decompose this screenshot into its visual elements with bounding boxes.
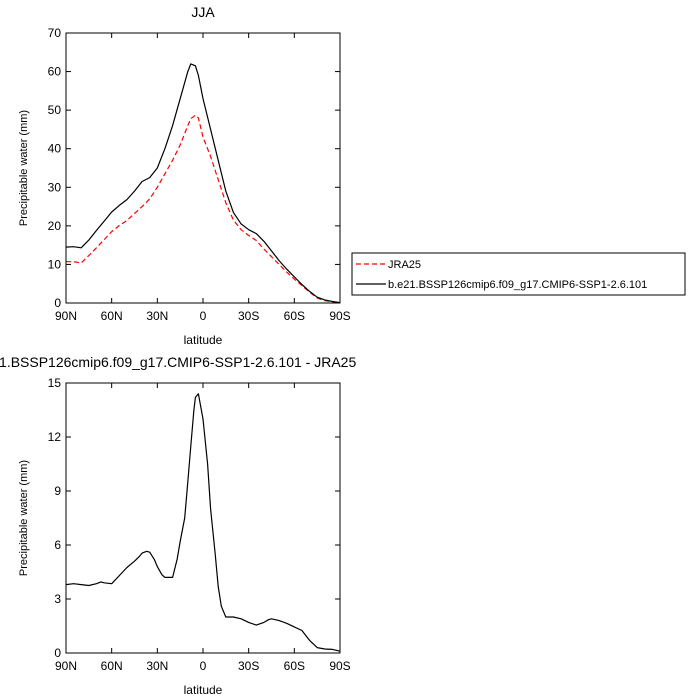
legend-label-model: b.e21.BSSP126cmip6.f09_g17.CMIP6-SSP1-2.… — [388, 279, 647, 291]
x-tick-label-top-4: 30S — [238, 309, 259, 323]
y-tick-label-top-7: 70 — [48, 26, 62, 40]
x-tick-label-bottom-4: 30S — [238, 659, 259, 673]
y-tick-label-top-4: 40 — [48, 142, 62, 156]
series-line-bottom-0 — [65, 393, 341, 652]
x-tick-label-top-2: 30N — [146, 309, 168, 323]
x-tick-label-bottom-2: 30N — [146, 659, 168, 673]
x-tick-label-bottom-6: 90S — [329, 659, 350, 673]
x-tick-label-bottom-0: 90N — [55, 659, 77, 673]
x-tick-label-bottom-3: 0 — [200, 659, 207, 673]
y-tick-label-bottom-3: 9 — [54, 484, 61, 498]
y-tick-label-top-2: 20 — [48, 219, 62, 233]
legend-label-jra25: JRA25 — [388, 259, 421, 271]
x-tick-label-top-0: 90N — [55, 309, 77, 323]
plot-frame-top — [65, 32, 341, 304]
y-tick-label-bottom-4: 12 — [48, 430, 62, 444]
y-tick-label-top-1: 10 — [48, 257, 62, 271]
x-tick-label-top-5: 60S — [284, 309, 305, 323]
y-tick-label-bottom-2: 6 — [54, 538, 61, 552]
chart-bottom: b.e21.BSSP126cmip6.f09_g17.CMIP6-SSP1-2.… — [0, 354, 356, 697]
legend-box — [351, 252, 686, 296]
y-axis-label-top: Precipitable water (mm) — [18, 110, 30, 226]
y-tick-label-bottom-0: 0 — [54, 646, 61, 660]
series-line-top-0 — [66, 114, 341, 304]
chart-title-top: JJA — [191, 4, 215, 20]
x-tick-label-top-3: 0 — [200, 309, 207, 323]
x-tick-label-top-6: 90S — [329, 309, 350, 323]
x-axis-label-bottom: latitude — [184, 683, 223, 697]
y-axis-label-bottom: Precipitable water (mm) — [18, 460, 30, 576]
x-tick-label-bottom-1: 60N — [101, 659, 123, 673]
x-tick-label-bottom-5: 60S — [284, 659, 305, 673]
x-tick-label-top-1: 60N — [101, 309, 123, 323]
y-tick-label-top-0: 0 — [54, 296, 61, 310]
y-tick-label-top-3: 30 — [48, 180, 62, 194]
legend: JRA25 b.e21.BSSP126cmip6.f09_g17.CMIP6-S… — [351, 252, 686, 296]
series-line-top-1 — [65, 63, 341, 304]
y-tick-label-bottom-1: 3 — [54, 592, 61, 606]
y-tick-label-bottom-5: 15 — [48, 376, 62, 390]
x-axis-label-top: latitude — [184, 333, 223, 347]
y-tick-label-top-5: 50 — [48, 103, 62, 117]
y-tick-label-top-6: 60 — [48, 65, 62, 79]
chart-title-bottom: b.e21.BSSP126cmip6.f09_g17.CMIP6-SSP1-2.… — [0, 354, 356, 370]
